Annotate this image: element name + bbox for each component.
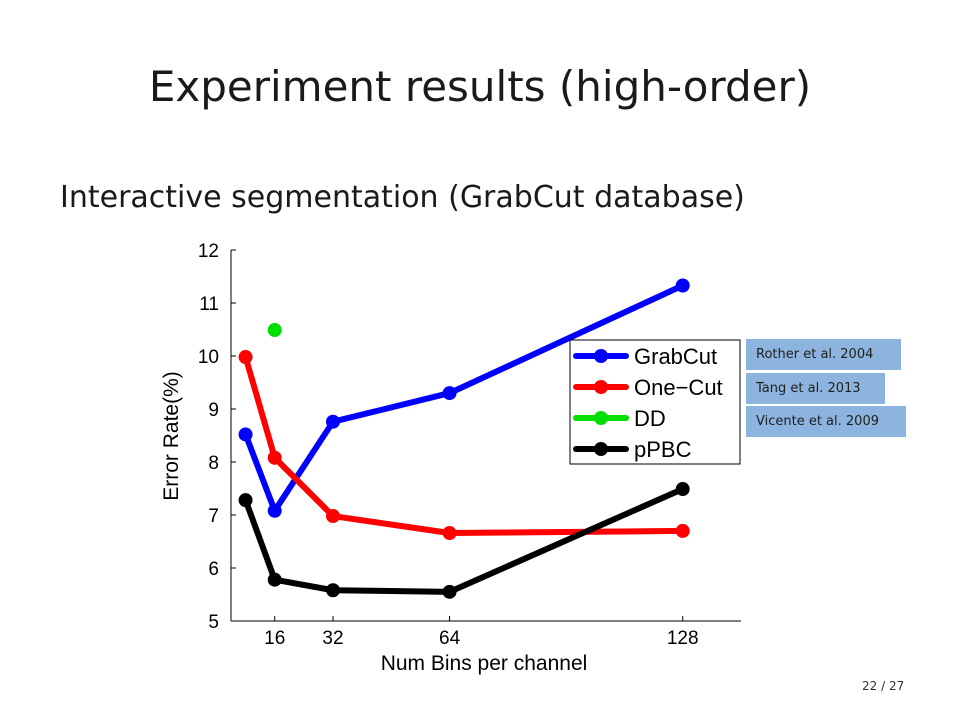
data-point-one-cut <box>238 350 253 365</box>
x-tick-label: 128 <box>667 628 699 649</box>
data-point-ppbc <box>326 583 340 598</box>
x-axis-label: Num Bins per channel <box>381 652 588 675</box>
series-line-ppbc <box>242 486 686 595</box>
data-point-grabcut <box>442 386 457 401</box>
y-tick-label: 10 <box>198 347 219 368</box>
data-point-grabcut <box>238 427 253 442</box>
page-number: 22 / 27 <box>862 679 905 693</box>
legend-marker-grabcut <box>594 349 608 363</box>
legend-label-one-cut: One−Cut <box>634 375 723 400</box>
x-tick-label: 16 <box>264 628 285 649</box>
legend-label-ppbc: pPBC <box>634 437 692 462</box>
slide-title: Experiment results (high-order) <box>148 62 812 111</box>
y-tick-label: 9 <box>208 400 219 421</box>
y-tick-label: 6 <box>208 559 219 580</box>
vicente-tag: Vicente et al. 2009 <box>746 406 906 437</box>
data-point-ppbc <box>267 572 282 587</box>
y-tick-label: 7 <box>208 506 219 527</box>
data-point-grabcut <box>326 414 340 429</box>
data-point-one-cut <box>675 523 690 538</box>
legend-label-dd: DD <box>634 406 666 431</box>
data-point-ppbc <box>238 493 253 508</box>
data-point-one-cut <box>442 526 457 541</box>
y-tick-label: 8 <box>208 453 219 474</box>
y-axis-label: Error Rate(%) <box>160 371 183 501</box>
legend-marker-dd <box>594 411 608 425</box>
rother-tag: Rother et al. 2004 <box>746 339 901 370</box>
data-point-grabcut <box>267 503 282 518</box>
data-point-one-cut <box>326 509 340 524</box>
data-point-one-cut <box>267 450 282 465</box>
data-point-ppbc <box>442 584 457 599</box>
x-tick-label: 64 <box>439 628 461 649</box>
y-tick-label: 11 <box>199 294 219 315</box>
legend-label-grabcut: GrabCut <box>634 344 717 369</box>
data-point-ppbc <box>675 482 690 497</box>
slide-subtitle: Interactive segmentation (GrabCut databa… <box>60 180 745 215</box>
data-point-dd <box>267 323 282 338</box>
legend-marker-ppbc <box>594 442 608 456</box>
tang-tag: Tang et al. 2013 <box>746 373 885 404</box>
y-tick-label: 5 <box>208 612 219 633</box>
x-tick-label: 32 <box>322 628 343 649</box>
data-point-grabcut <box>675 278 690 293</box>
y-tick-label: 12 <box>198 241 219 262</box>
legend-marker-one-cut <box>594 380 608 394</box>
